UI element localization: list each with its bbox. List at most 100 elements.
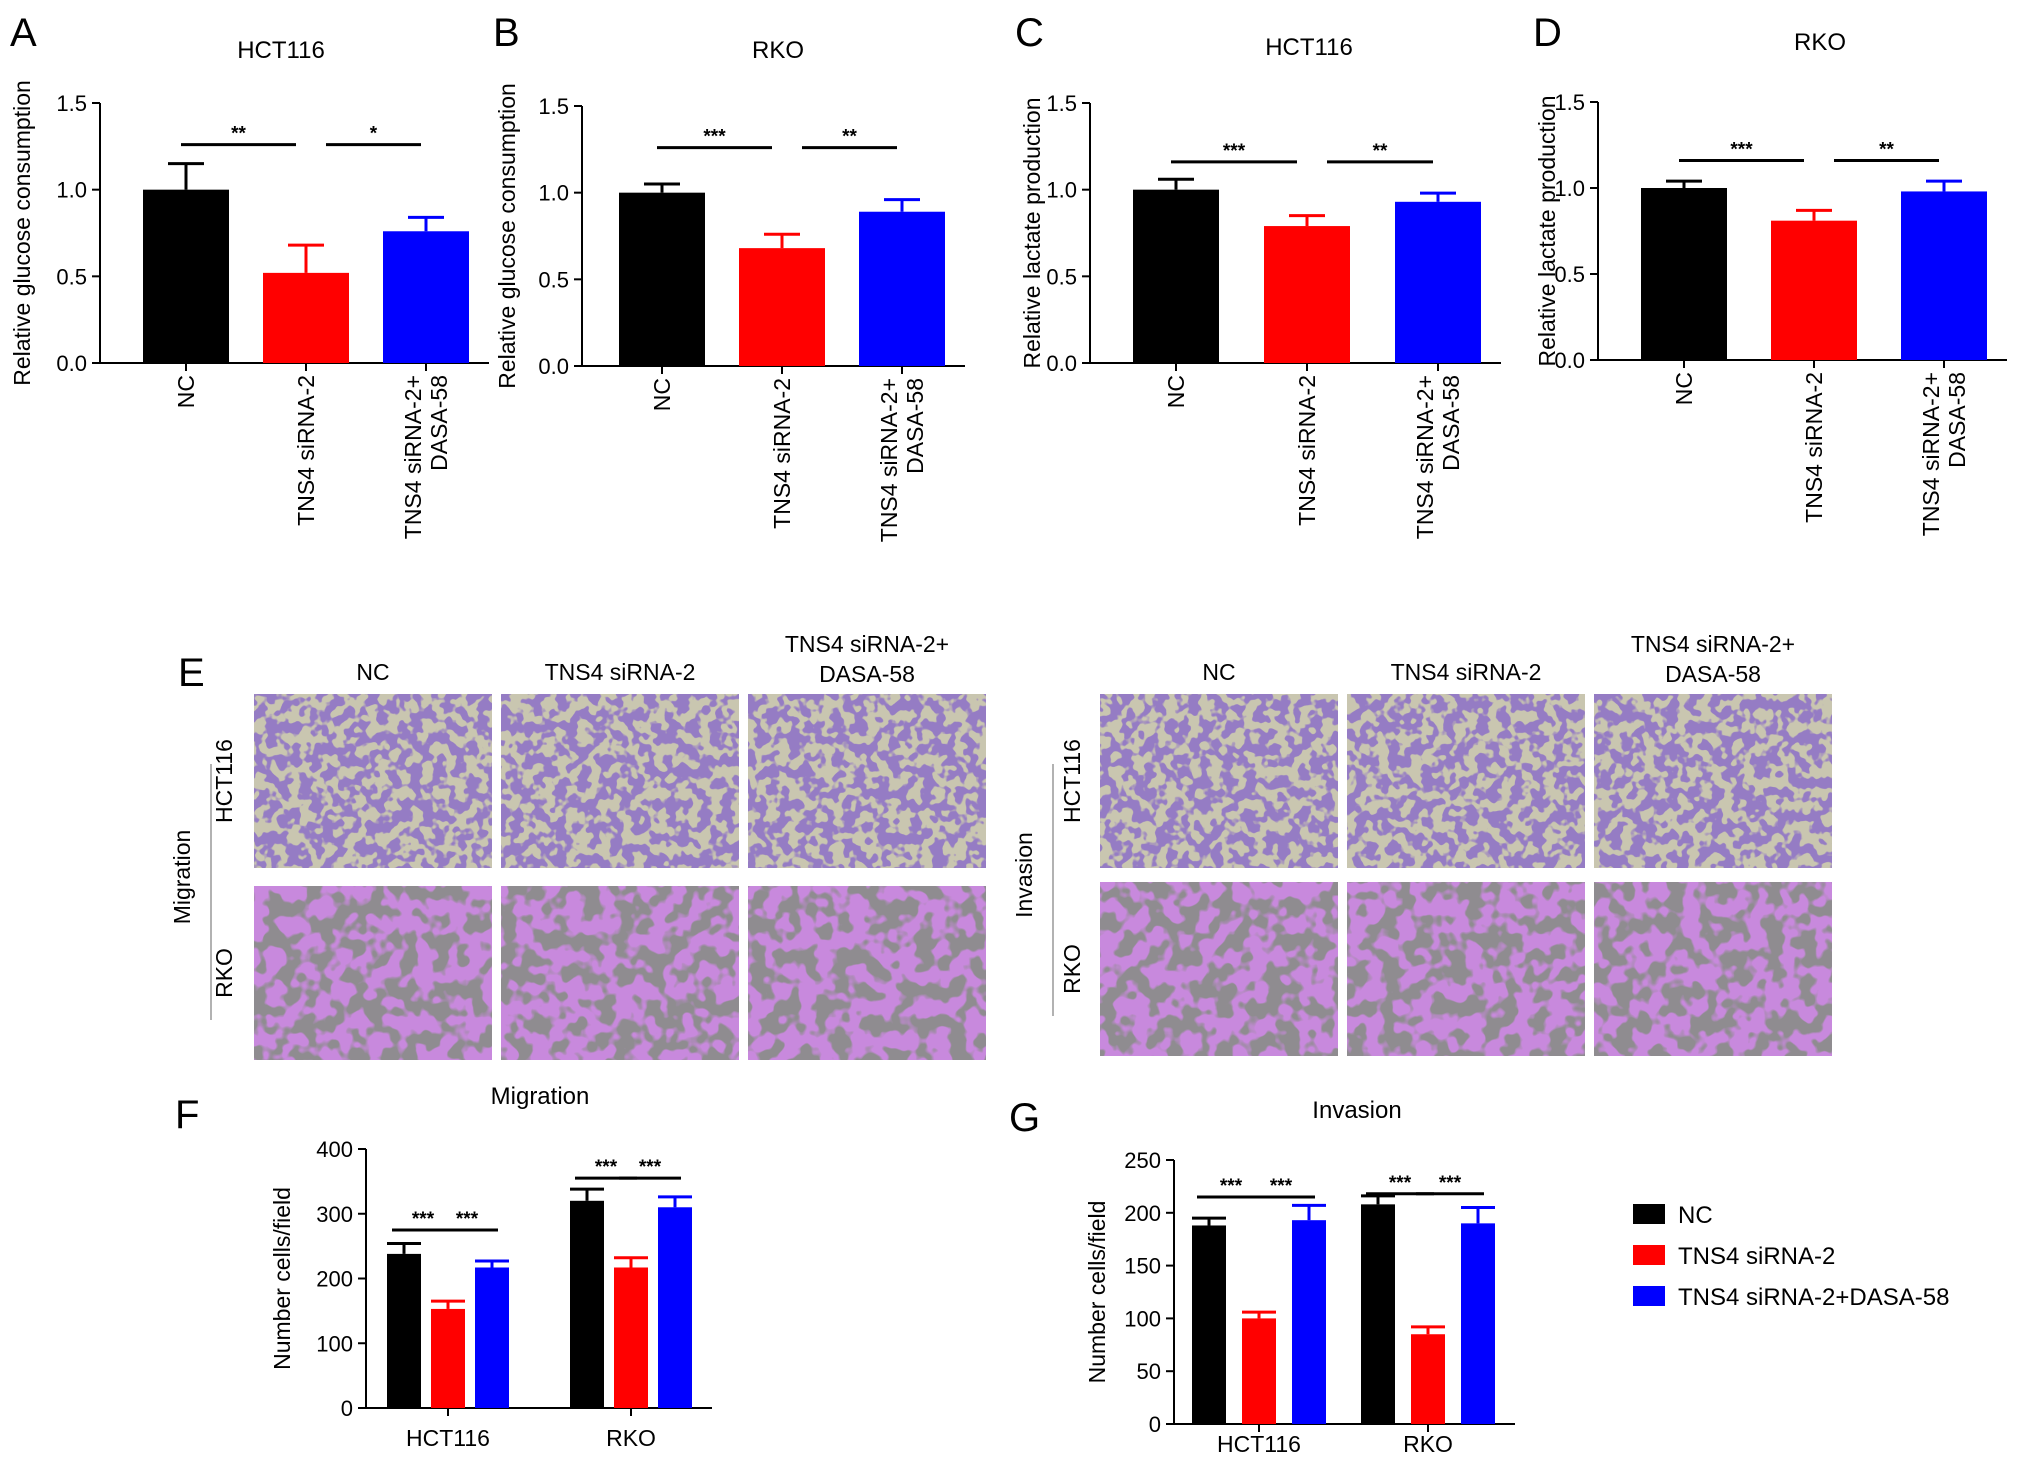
bar (1901, 191, 1987, 360)
bar (431, 1308, 465, 1408)
y-tick-label: 0 (341, 1396, 353, 1421)
row-label: HCT116 (211, 739, 237, 823)
y-tick-label: 1.0 (56, 178, 87, 203)
x-tick-label: TNS4 siRNA-2 (1801, 372, 1827, 523)
y-tick-label: 1.0 (1046, 178, 1077, 203)
y-tick-label: 0.0 (56, 351, 87, 376)
y-tick-label: 0.0 (1046, 351, 1077, 376)
legend-swatch (1633, 1204, 1665, 1224)
bar (658, 1207, 692, 1408)
y-tick-label: 250 (1124, 1148, 1161, 1173)
legend-swatch (1633, 1245, 1665, 1265)
x-tick-label: RKO (1403, 1431, 1453, 1457)
bar (1411, 1334, 1445, 1424)
stained-cells (501, 886, 739, 1060)
stained-cells (1594, 694, 1832, 868)
x-tick-label: TNS4 siRNA-2 (293, 375, 319, 526)
y-axis-label: Relative lactate production (1019, 97, 1045, 368)
panel-letter: F (175, 1093, 199, 1137)
x-tick-label: HCT116 (1217, 1431, 1301, 1457)
y-tick-label: 400 (316, 1137, 353, 1162)
y-tick-label: 0.0 (1554, 348, 1585, 373)
bar (1133, 189, 1219, 363)
y-tick-label: 1.0 (538, 181, 569, 206)
stained-cells (501, 694, 739, 868)
bar (739, 248, 825, 366)
panel-letter: B (493, 11, 520, 55)
photo-panels: E NC TNS4 siRNA-2 TNS4 siRNA-2+ DASA-58 HCT11… (169, 631, 1832, 1060)
row-label: RKO (211, 948, 237, 998)
y-tick-label: 0.5 (1554, 262, 1585, 287)
bar (570, 1200, 604, 1408)
stained-cells (254, 694, 492, 868)
stained-cells (1100, 882, 1338, 1056)
legend-label: TNS4 siRNA-2 (1678, 1243, 1835, 1270)
significance-label: ** (1879, 139, 1894, 160)
y-tick-label: 50 (1137, 1359, 1161, 1384)
column-header: NC (1202, 659, 1235, 685)
y-tick-label: 1.5 (538, 94, 569, 119)
bar (1292, 1220, 1326, 1424)
chart-title: RKO (752, 37, 804, 64)
y-axis-label: Relative lactate production (1534, 95, 1560, 366)
significance-label: *** (1389, 1173, 1412, 1194)
x-tick-label: TNS4 siRNA-2+DASA-58 (876, 378, 928, 542)
bar (1461, 1223, 1495, 1424)
significance-label: *** (1270, 1176, 1293, 1197)
column-header: TNS4 siRNA-2+ DASA-58 (785, 631, 949, 687)
significance-label: *** (595, 1157, 618, 1178)
bar (1395, 201, 1481, 363)
x-tick-label: NC (1163, 375, 1189, 408)
bar (263, 272, 349, 363)
bar (1192, 1225, 1226, 1424)
bar (475, 1267, 509, 1408)
side-label: Migration (169, 830, 195, 925)
stained-cells (254, 886, 492, 1060)
y-tick-label: 0.5 (538, 267, 569, 292)
stained-cells (1594, 882, 1832, 1056)
panel-letter: G (1009, 1096, 1040, 1140)
panel-letter: A (10, 11, 37, 55)
chart-title: Invasion (1312, 1097, 1401, 1124)
invasion-image-grid: NC TNS4 siRNA-2 TNS4 siRNA-2+ DASA-58 HCT116… (1011, 631, 1832, 1056)
chart-G: G Invasion 0 50 100 150 200 250 Number cells/fie… (1009, 1096, 1515, 1457)
y-tick-label: 100 (316, 1331, 353, 1356)
y-tick-label: 300 (316, 1202, 353, 1227)
chart-title: HCT116 (237, 37, 325, 64)
stained-cells (1347, 882, 1585, 1056)
significance-label: *** (1439, 1173, 1462, 1194)
y-tick-label: 0.5 (56, 264, 87, 289)
bar (1242, 1318, 1276, 1424)
x-tick-label: TNS4 siRNA-2 (1294, 375, 1320, 526)
bar (1641, 188, 1727, 360)
panel-letter: C (1015, 11, 1044, 55)
legend-label: TNS4 siRNA-2+DASA-58 (1678, 1284, 1949, 1311)
bar (1361, 1204, 1395, 1424)
column-header: TNS4 siRNA-2 (545, 659, 696, 685)
y-axis-label: Number cells/field (1084, 1201, 1110, 1384)
column-header: TNS4 siRNA-2 (1391, 659, 1542, 685)
column-header: NC (356, 659, 389, 685)
x-tick-label: NC (649, 378, 675, 411)
bar (1264, 226, 1350, 363)
bar (614, 1267, 648, 1408)
significance-label: *** (456, 1209, 479, 1230)
charts-layer: A HCT116 0.0 0.5 1.0 1.5 Relative glucose cons… (9, 11, 2007, 1457)
bar (143, 189, 229, 363)
panel-letter: D (1533, 11, 1562, 55)
row-label: HCT116 (1059, 739, 1085, 823)
bar (859, 211, 945, 366)
significance-label: * (370, 124, 378, 145)
significance-label: ** (231, 124, 246, 145)
y-tick-label: 0 (1149, 1412, 1161, 1437)
x-tick-label: RKO (606, 1425, 656, 1451)
stained-cells (748, 886, 986, 1060)
significance-label: *** (1223, 141, 1246, 162)
legend: NC TNS4 siRNA-2 TNS4 siRNA-2+DASA-58 (1633, 1202, 1949, 1311)
x-tick-label: NC (173, 375, 199, 408)
column-header: TNS4 siRNA-2+ DASA-58 (1631, 631, 1795, 687)
